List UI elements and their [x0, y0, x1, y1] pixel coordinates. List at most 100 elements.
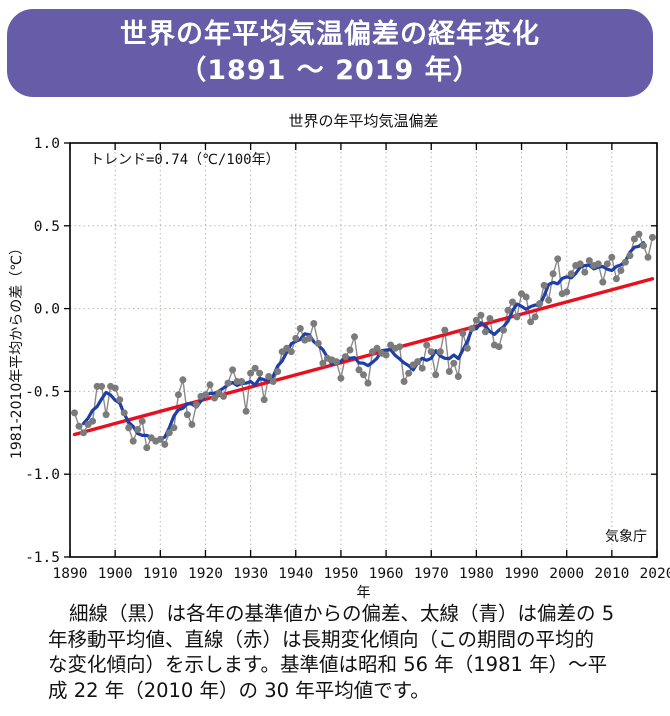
x-axis-label: 年 — [357, 585, 371, 601]
annual-anomaly-dot — [192, 401, 200, 409]
chart-title: 世界の年平均気温偏差 — [288, 112, 438, 130]
annual-anomaly-dot — [337, 374, 345, 382]
annual-anomaly-dot — [319, 359, 327, 367]
annual-anomaly-dot — [567, 270, 575, 278]
annual-anomaly-dot — [513, 313, 521, 321]
y-axis-label: 1981-2010年平均からの差（℃） — [9, 241, 25, 459]
annual-anomaly-dot — [251, 364, 259, 372]
annual-anomaly-dot — [341, 353, 349, 361]
trend-line — [72, 277, 655, 437]
x-tick-label: 2000 — [549, 566, 584, 582]
annual-anomaly-dot — [468, 325, 476, 332]
annual-anomaly-dot — [463, 344, 471, 352]
annual-anomaly-dot — [522, 293, 530, 301]
annual-anomaly-dot — [459, 329, 467, 337]
annual-anomaly-dot — [405, 369, 413, 377]
header-title-line2: （1891 ～ 2019 年） — [179, 55, 481, 86]
annual-anomaly-dot — [472, 316, 480, 324]
annual-anomaly-dot — [183, 411, 191, 419]
annual-anomaly-dot — [360, 371, 367, 379]
annual-anomaly-dot — [310, 320, 318, 327]
annual-anomaly-dot — [156, 435, 164, 443]
annual-anomaly-dot — [188, 421, 196, 428]
annual-anomaly-dot — [75, 422, 83, 430]
annual-anomaly-dot — [576, 260, 584, 268]
annual-anomaly-dot — [644, 253, 652, 261]
caption-line: 細線（黒）は各年の基準値からの偏差、太線（青）は偏差の 5 — [69, 602, 615, 625]
annual-anomaly-dot — [265, 373, 273, 380]
annual-anomaly-dot — [585, 257, 593, 265]
x-tick-label: 1950 — [323, 566, 358, 582]
annual-anomaly-dot — [414, 358, 422, 366]
annual-anomaly-dot — [495, 343, 503, 351]
annual-anomaly-dot — [531, 313, 539, 321]
annual-anomaly-dot — [165, 429, 173, 437]
annual-anomaly-dot — [423, 341, 431, 349]
annual-anomaly-dot — [102, 411, 110, 419]
annual-anomaly-dot — [211, 394, 218, 402]
annual-anomaly-dot — [536, 300, 544, 308]
annual-anomaly-dot — [202, 391, 209, 399]
annual-anomaly-dot — [477, 311, 485, 319]
annual-anomaly-dot — [170, 424, 178, 432]
x-tick-label: 1940 — [278, 566, 313, 582]
annual-anomaly-dot — [549, 270, 557, 278]
x-tick-label: 1920 — [188, 566, 223, 582]
annual-anomaly-dot — [527, 318, 535, 326]
temperature-anomaly-chart: 世界の年平均気温偏差 1890 1900 1910 1920 1930 1940 1950 1… — [9, 112, 670, 601]
annual-anomaly-dot — [630, 235, 638, 243]
annual-anomaly-dot — [224, 379, 232, 387]
plot-frame — [69, 142, 658, 558]
x-tick-label: 1980 — [459, 566, 494, 582]
annual-anomaly-dot — [206, 381, 214, 389]
header-title-line1: 世界の年平均気温偏差の経年変化 — [120, 19, 540, 50]
annual-anomaly-dot — [274, 368, 282, 375]
x-tick-label: 1890 — [53, 566, 88, 582]
annual-anomaly-dot — [314, 339, 322, 347]
caption: 細線（黒）は各年の基準値からの偏差、太線（青）は偏差の 5 年移動平均値、直線（… — [48, 601, 654, 703]
annual-anomaly-dot — [125, 424, 133, 432]
annual-anomaly-dot — [445, 368, 453, 375]
annual-anomaly-dot — [626, 252, 634, 260]
annual-anomaly-dot — [80, 429, 87, 437]
annual-anomaly-dot — [138, 417, 146, 425]
y-tick-label: -1.0 — [25, 467, 60, 483]
annual-anomaly-dot — [296, 325, 304, 332]
annual-anomaly-dot — [238, 378, 246, 385]
annual-anomaly-dot — [229, 366, 237, 374]
annual-anomaly-dot — [554, 255, 562, 263]
annual-anomaly-dot — [111, 384, 119, 392]
annual-anomaly-dot — [436, 348, 444, 356]
annual-anomaly-dot — [129, 437, 137, 445]
plot-area: 1890 1900 1910 1920 1930 1940 1950 1960 1970 1980… — [25, 136, 670, 582]
trend-annotation: トレンド=0.74（℃/100年） — [90, 152, 280, 168]
x-tick-label: 1900 — [98, 566, 133, 582]
annual-anomaly-dot — [143, 444, 151, 452]
x-tick-label: 1990 — [504, 566, 539, 582]
caption-line: な変化傾向）を示します。基準値は昭和 56 年（1981 年）～平 — [48, 653, 608, 676]
annual-anomaly-dot — [612, 275, 620, 283]
y-tick-label: 0.0 — [34, 302, 60, 318]
annual-anomaly-dot — [71, 409, 78, 417]
x-tick-label: 1970 — [414, 566, 449, 582]
annual-anomaly-dot — [545, 296, 553, 304]
annual-anomaly-dot — [247, 369, 255, 377]
annual-anomaly-dot — [635, 230, 643, 238]
annual-anomaly-dot — [396, 343, 404, 351]
annual-anomaly-dot — [116, 396, 124, 404]
annual-anomaly-dot — [220, 392, 227, 400]
annual-anomaly-dot — [450, 359, 458, 367]
annual-anomaly-dot — [563, 288, 571, 296]
annual-anomaly-dot — [500, 326, 507, 334]
annual-anomaly-dot — [364, 379, 372, 387]
annual-anomaly-dot — [161, 440, 169, 448]
y-tick-label: -1.5 — [25, 550, 60, 566]
header-banner: 世界の年平均気温偏差の経年変化 （1891 ～ 2019 年） — [7, 9, 653, 97]
annual-anomaly-dot — [621, 258, 629, 266]
annual-anomaly-dot — [540, 281, 548, 289]
annual-anomaly-dot — [292, 334, 300, 342]
caption-line: 成 22 年（2010 年）の 30 年平均値です。 — [48, 678, 430, 702]
x-tick-label: 1930 — [233, 566, 268, 582]
annual-anomaly-dot — [427, 348, 435, 356]
